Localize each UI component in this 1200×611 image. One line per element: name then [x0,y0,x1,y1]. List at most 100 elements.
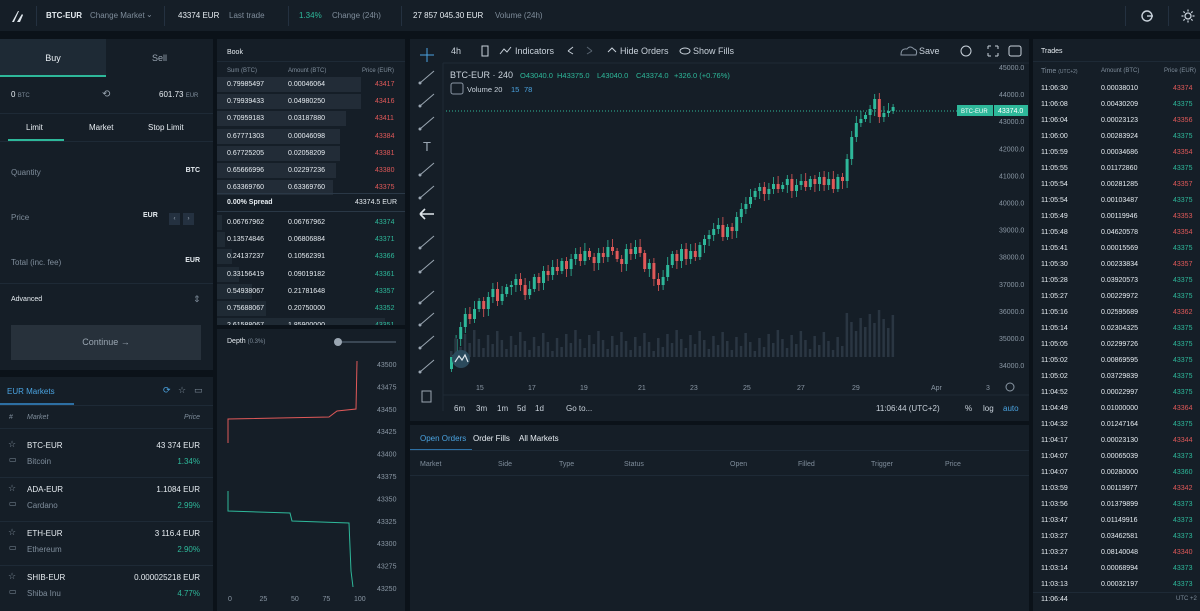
fib-icon[interactable] [418,93,435,108]
back-arrow-icon[interactable] [419,208,434,220]
ask-row[interactable]: 0.65666996 0.02297236 43380 [217,162,405,179]
auto-scale-button[interactable]: auto [1003,404,1019,413]
ask-row[interactable]: 0.67725205 0.02058209 43381 [217,145,405,162]
camera-icon[interactable] [1008,45,1022,57]
tab-stop-limit[interactable]: Stop Limit [148,123,184,132]
favorite-star-icon[interactable]: ☆ [8,527,17,537]
ruler-icon[interactable] [418,235,435,250]
trade-row[interactable]: 11:05:48 0.04620578 43354 [1033,225,1200,241]
trade-row[interactable]: 11:06:04 0.00023123 43356 [1033,113,1200,129]
star-icon[interactable]: ☆ [178,385,187,395]
magnet-icon[interactable] [418,290,435,305]
bid-row[interactable]: 0.75688067 0.20750000 43352 [217,300,405,317]
logout-icon[interactable] [1140,9,1154,23]
trade-row[interactable]: 11:03:14 0.00068994 43373 [1033,561,1200,577]
interval-4h-button[interactable]: 4h [451,46,461,56]
trade-row[interactable]: 11:04:17 0.00023130 43344 [1033,433,1200,449]
trade-row[interactable]: 11:03:27 0.03462581 43373 [1033,529,1200,545]
trade-row[interactable]: 11:04:32 0.01247164 43375 [1033,417,1200,433]
folder-icon[interactable]: ▭ [194,385,203,395]
trade-row[interactable]: 11:04:52 0.00022997 43375 [1033,385,1200,401]
eye-icon[interactable] [679,47,691,55]
refresh-icon[interactable]: ⟳ [163,385,171,395]
depth-slider-track[interactable] [338,341,396,343]
depth-slider-handle[interactable] [334,338,342,346]
trade-row[interactable]: 11:05:49 0.00119946 43353 [1033,209,1200,225]
axis-settings-icon[interactable] [1005,382,1015,392]
trade-row[interactable]: 11:05:16 0.02595689 43362 [1033,305,1200,321]
redo-icon[interactable] [586,46,593,55]
bid-row[interactable]: 0.06767962 0.06767962 43374 [217,214,405,231]
bid-row[interactable]: 0.54938067 0.21781648 43357 [217,283,405,300]
continue-button[interactable]: Continue → [11,325,201,360]
trade-row[interactable]: 11:05:02 0.00869595 43375 [1033,353,1200,369]
trash-icon[interactable] [421,390,432,403]
market-row[interactable]: ☆ ▭ ETH-EUR Ethereum 3 116.4 EUR 2.90% [0,523,213,563]
cloud-icon[interactable] [900,46,918,56]
trend-line-icon[interactable] [418,70,435,85]
bid-row[interactable]: 0.13574846 0.06806884 43371 [217,231,405,248]
tab-open-orders[interactable]: Open Orders [420,434,467,443]
price-increment-button[interactable]: › [183,213,194,225]
advanced-toggle[interactable]: Advanced [11,296,43,303]
price-field[interactable]: Price EUR [8,202,205,232]
ask-row[interactable]: 0.63369760 0.63369760 43375 [217,179,405,196]
trade-row[interactable]: 11:05:27 0.00229972 43375 [1033,289,1200,305]
range-3m-button[interactable]: 3m [476,404,487,413]
ask-row[interactable]: 0.67771303 0.00046098 43384 [217,128,405,145]
swap-icon[interactable]: ⟲ [102,89,111,100]
market-row[interactable]: ☆ ▭ ADA-EUR Cardano 1.1084 EUR 2.99% [0,479,213,519]
trade-row[interactable]: 11:03:27 0.08140048 43340 [1033,545,1200,561]
crosshair-icon[interactable] [420,48,434,62]
fullscreen-icon[interactable] [987,45,999,57]
trade-row[interactable]: 11:05:54 0.00281285 43357 [1033,177,1200,193]
bid-row[interactable]: 0.33156419 0.09019182 43361 [217,266,405,283]
sell-tab[interactable]: Sell [151,53,167,63]
trade-row[interactable]: 11:05:28 0.03920573 43375 [1033,273,1200,289]
change-market-button[interactable]: Change Market [90,11,145,20]
indicators-icon[interactable] [499,46,512,55]
text-tool-icon[interactable]: T [423,139,431,154]
buy-tab[interactable]: Buy [0,39,106,77]
trade-row[interactable]: 11:04:49 0.01000000 43364 [1033,401,1200,417]
trade-row[interactable]: 11:05:41 0.00015569 43375 [1033,241,1200,257]
trade-row[interactable]: 11:05:14 0.02304325 43375 [1033,321,1200,337]
trade-row[interactable]: 11:05:59 0.00034686 43354 [1033,145,1200,161]
ask-row[interactable]: 0.79985497 0.00046064 43417 [217,76,405,93]
measure-icon[interactable] [418,185,435,200]
trade-row[interactable]: 11:06:08 0.00430209 43375 [1033,97,1200,113]
bid-row[interactable]: 0.24137237 0.10562391 43366 [217,248,405,265]
trade-row[interactable]: 11:05:30 0.00233834 43357 [1033,257,1200,273]
tab-market[interactable]: Market [89,123,114,132]
trade-row[interactable]: 11:06:00 0.00283924 43375 [1033,129,1200,145]
trade-row[interactable]: 11:03:13 0.00032197 43373 [1033,577,1200,593]
trade-row[interactable]: 11:03:59 0.00119977 43342 [1033,481,1200,497]
chevron-down-icon[interactable]: ⌄ [146,10,153,19]
show-fills-button[interactable]: Show Fills [693,46,735,56]
trade-row[interactable]: 11:05:55 0.01172860 43375 [1033,161,1200,177]
range-1m-button[interactable]: 1m [497,404,508,413]
tab-order-fills[interactable]: Order Fills [473,434,510,443]
favorite-star-icon[interactable]: ☆ [8,483,17,493]
market-row[interactable]: ☆ ▭ BTC-EUR Bitcoin 43 374 EUR 1.34% [0,435,213,475]
pattern-icon[interactable] [418,162,435,177]
sun-theme-icon[interactable] [1181,9,1195,23]
log-scale-button[interactable]: log [983,404,994,413]
ask-row[interactable]: 0.79939433 0.04980250 43416 [217,93,405,110]
bitpanda-logo-icon[interactable] [10,9,26,23]
lock-draw-icon[interactable] [418,312,435,327]
price-decrement-button[interactable]: ‹ [169,213,180,225]
trade-row[interactable]: 11:04:07 0.00065039 43373 [1033,449,1200,465]
visibility-icon[interactable] [418,359,435,374]
hide-orders-button[interactable]: Hide Orders [620,46,669,56]
settings-gear-icon[interactable] [960,45,972,57]
expand-icon[interactable]: ⇕ [193,294,201,304]
tab-limit[interactable]: Limit [26,123,43,132]
lock-icon[interactable] [418,335,435,350]
total-field[interactable]: Total (inc. fee) EUR [8,247,205,277]
bid-row[interactable]: 2.61588067 1.85900000 43351 [217,317,405,325]
tab-all-markets[interactable]: All Markets [519,434,559,443]
hide-orders-icon[interactable] [607,47,617,53]
indicators-button[interactable]: Indicators [515,46,555,56]
trade-row[interactable]: 11:03:56 0.01379899 43373 [1033,497,1200,513]
